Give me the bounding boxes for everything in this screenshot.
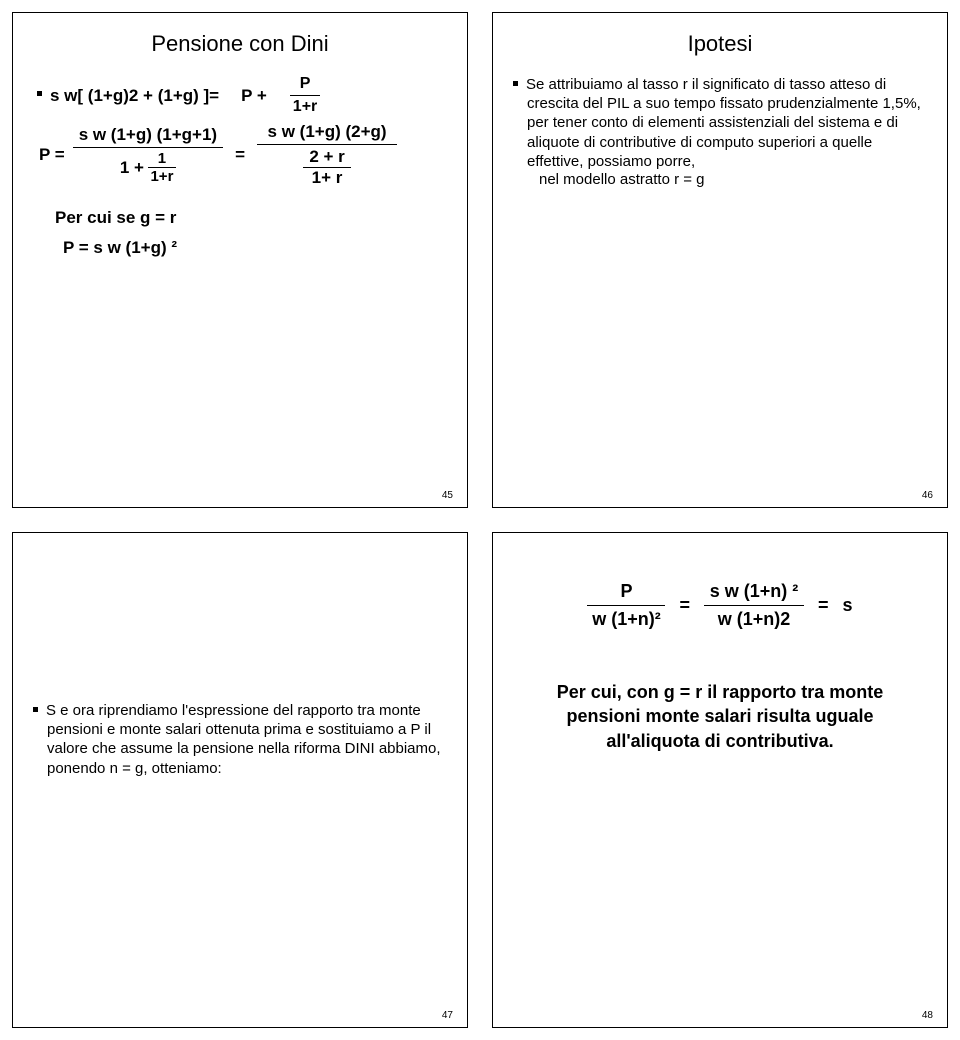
left-den: w (1+n)²: [592, 606, 661, 630]
body-text: Se attribuiamo al tasso r il significato…: [513, 75, 927, 171]
mid-den: w (1+n)2: [718, 606, 791, 630]
left-den-pre: 1 +: [120, 158, 144, 178]
equals-2: =: [818, 595, 829, 616]
slide-46: Ipotesi Se attribuiamo al tasso r il sig…: [492, 12, 948, 508]
left-num: P: [620, 581, 632, 605]
mini-den: 1+r: [150, 168, 173, 185]
rhs-s: s: [843, 595, 853, 616]
page-number: 48: [922, 1010, 933, 1021]
left-den-mini-frac: 1 1+r: [148, 150, 176, 185]
eq1-frac-num: P: [294, 75, 317, 95]
body-line2: nel modello astratto r = g: [513, 171, 927, 190]
result-eq: P = s w (1+g) ²: [63, 238, 447, 258]
mid-num: s w (1+n) ²: [710, 581, 799, 605]
bullet-icon: [513, 81, 518, 86]
equation: P w (1+n)² = s w (1+n) ² w (1+n)2 = s: [513, 581, 927, 630]
equals-mid: =: [235, 145, 245, 165]
bullet-icon: [37, 91, 42, 96]
slide-title: Pensione con Dini: [33, 31, 447, 57]
per-cui: Per cui se g = r: [55, 208, 447, 228]
equals-1: =: [679, 595, 690, 616]
right-den-num: 2 + r: [309, 147, 344, 167]
mini-num: 1: [158, 150, 166, 167]
slide-45: Pensione con Dini s w[ (1+g)2 + (1+g) ]=…: [12, 12, 468, 508]
eq1-row: s w[ (1+g)2 + (1+g) ]= P + P 1+r: [37, 75, 447, 116]
right-den: 2 + r 1+ r: [297, 145, 357, 188]
body-text: S e ora riprendiamo l'espressione del ra…: [33, 701, 447, 778]
left-fraction: P w (1+n)²: [587, 581, 665, 630]
right-num: s w (1+g) (2+g): [262, 122, 393, 144]
bullet-icon: [33, 707, 38, 712]
page-number: 46: [922, 490, 933, 501]
left-fraction: s w (1+g) (1+g+1) 1 + 1 1+r: [73, 125, 223, 185]
main-equation: P = s w (1+g) (1+g+1) 1 + 1 1+r =: [37, 122, 447, 188]
eq1-rhs1: P +: [241, 86, 267, 106]
slide-47: S e ora riprendiamo l'espressione del ra…: [12, 532, 468, 1028]
eq1-rhs-fraction: P 1+r: [287, 75, 323, 116]
page-number: 45: [442, 490, 453, 501]
right-den-den: 1+ r: [312, 168, 343, 188]
left-den: 1 + 1 1+r: [114, 148, 182, 185]
right-fraction: s w (1+g) (2+g) 2 + r 1+ r: [257, 122, 397, 188]
mid-fraction: s w (1+n) ² w (1+n)2: [704, 581, 804, 630]
eq1-frac-den: 1+r: [287, 96, 323, 116]
page-number: 47: [442, 1010, 453, 1021]
body-line1: Se attribuiamo al tasso r il significato…: [526, 76, 921, 170]
slide-title: Ipotesi: [513, 31, 927, 57]
conclusion-text: Per cui, con g = r il rapporto tra monte…: [513, 680, 927, 753]
P-equals: P =: [39, 145, 65, 165]
body: S e ora riprendiamo l'espressione del ra…: [46, 702, 441, 777]
slide-48: P w (1+n)² = s w (1+n) ² w (1+n)2 = s Pe…: [492, 532, 948, 1028]
eq1-lhs: s w[ (1+g)2 + (1+g) ]=: [50, 86, 219, 106]
left-num: s w (1+g) (1+g+1): [73, 125, 223, 147]
